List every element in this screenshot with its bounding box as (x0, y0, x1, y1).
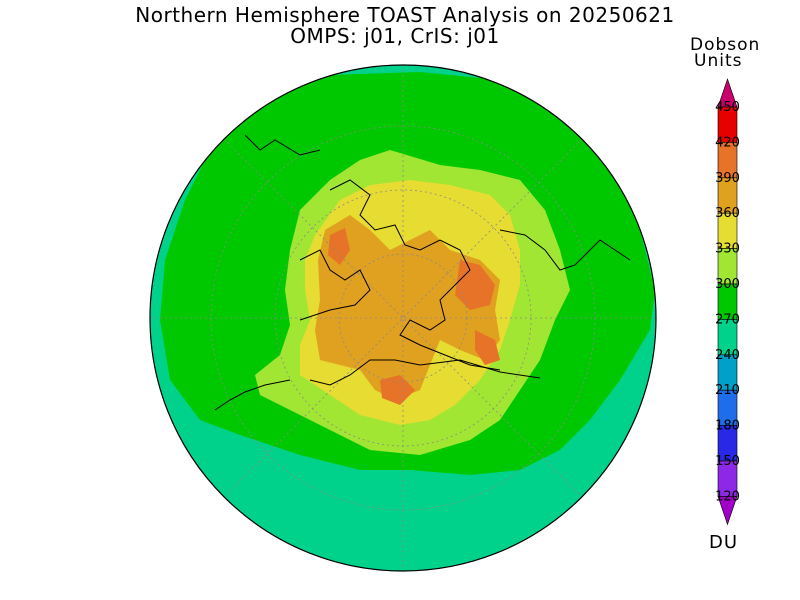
colorbar-tick-label-210: 210 (715, 383, 740, 398)
ozone-band-390 (455, 260, 495, 310)
colorbar-tick-label-270: 270 (715, 312, 740, 327)
colorbar-tick-label-300: 300 (715, 277, 740, 292)
colorbar-tick-label-450: 450 (715, 100, 740, 115)
colorbar-tick-label-390: 390 (715, 171, 740, 186)
coastline-outlines (214, 134, 631, 411)
colorbar-title: Dobson (690, 35, 761, 55)
colorbar-unit-label: DU (709, 532, 739, 553)
colorbar-tick-label-330: 330 (715, 242, 740, 257)
ozone-band-390-b (475, 330, 500, 365)
colorbar-tick-label-180: 180 (715, 419, 740, 434)
colorbar-tick-label-240: 240 (715, 348, 740, 363)
colorbar-tick-label-120: 120 (715, 489, 740, 504)
colorbar-tick-label-150: 150 (715, 454, 740, 469)
ozone-band-390-c (328, 228, 350, 265)
ozone-band-360 (315, 215, 500, 400)
ozone-band-390-d (380, 375, 415, 405)
colorbar-tick-label-360: 360 (715, 206, 740, 221)
map-boundary (149, 64, 657, 572)
colorbar-tick-label-420: 420 (715, 135, 740, 150)
colorbar-title-units: Units (694, 51, 743, 71)
colorbar-bottom-arrow (717, 496, 738, 526)
map-title: Northern Hemisphere TOAST Analysis on 20… (135, 3, 675, 27)
map-subtitle: OMPS: j01, CrIS: j01 (290, 24, 500, 48)
latitude-gridlines (150, 65, 656, 571)
